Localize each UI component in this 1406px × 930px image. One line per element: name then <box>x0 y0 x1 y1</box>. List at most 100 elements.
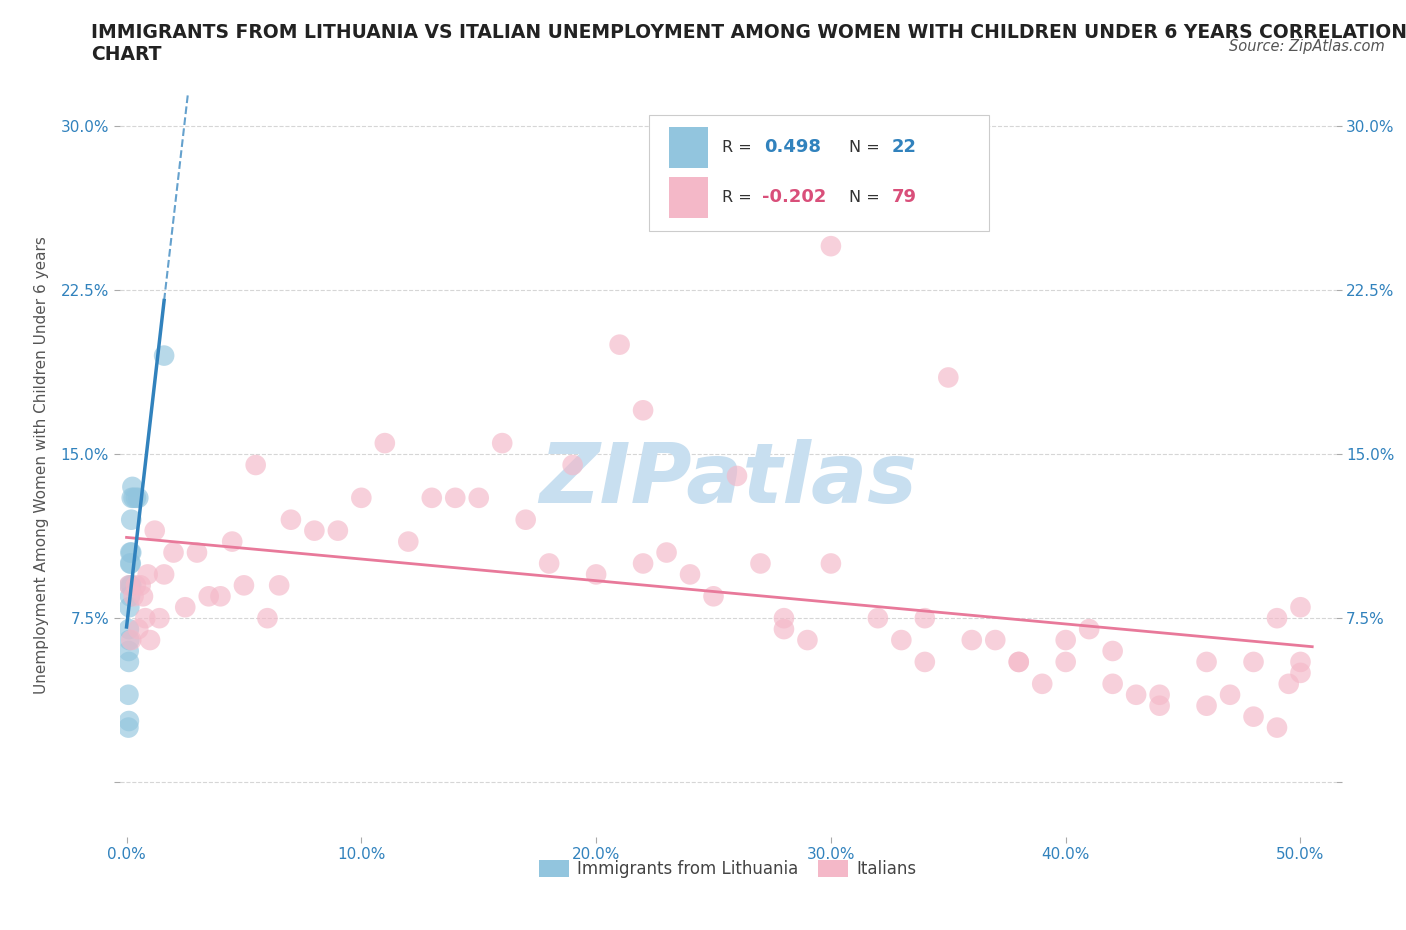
Point <box>1289 655 1312 670</box>
Point <box>984 632 1007 647</box>
Text: 79: 79 <box>891 188 917 206</box>
Point <box>1149 698 1171 713</box>
Point <box>118 578 141 592</box>
Text: -0.202: -0.202 <box>762 188 827 206</box>
Point <box>118 713 141 728</box>
Point <box>1101 676 1123 691</box>
Point <box>1265 611 1288 626</box>
Point <box>120 545 142 560</box>
Point <box>122 490 145 505</box>
Point <box>117 687 139 702</box>
Point <box>890 632 912 647</box>
Point <box>120 556 142 571</box>
FancyBboxPatch shape <box>648 115 988 231</box>
Point <box>467 490 489 505</box>
Text: CHART: CHART <box>91 45 162 63</box>
Point <box>1278 676 1301 691</box>
FancyBboxPatch shape <box>669 126 709 167</box>
Point <box>396 534 419 549</box>
Point <box>631 556 654 571</box>
Point <box>1101 644 1123 658</box>
Point <box>1195 655 1218 670</box>
Point <box>304 524 326 538</box>
Point <box>350 490 373 505</box>
Point <box>143 524 166 538</box>
Point <box>125 490 148 505</box>
Point <box>233 578 256 592</box>
Point <box>186 545 208 560</box>
Point <box>245 458 267 472</box>
Point <box>121 480 143 495</box>
Point <box>960 632 983 647</box>
Point <box>120 556 142 571</box>
Point <box>125 578 148 592</box>
Point <box>1265 720 1288 735</box>
Point <box>280 512 302 527</box>
Point <box>702 589 724 604</box>
Point <box>120 545 142 560</box>
Point <box>162 545 184 560</box>
Point <box>120 632 142 647</box>
Point <box>491 435 513 450</box>
Point <box>153 348 176 363</box>
Point <box>117 720 139 735</box>
Text: 0.498: 0.498 <box>763 139 821 156</box>
Point <box>631 403 654 418</box>
Point <box>1031 676 1053 691</box>
Point <box>1078 621 1101 636</box>
Point <box>1008 655 1031 670</box>
Y-axis label: Unemployment Among Women with Children Under 6 years: Unemployment Among Women with Children U… <box>35 236 49 694</box>
Point <box>118 655 141 670</box>
Point <box>866 611 889 626</box>
Point <box>153 567 176 582</box>
Point <box>121 490 143 505</box>
Point <box>420 490 443 505</box>
Point <box>197 589 219 604</box>
Point <box>515 512 537 527</box>
Point <box>749 556 772 571</box>
Point <box>326 524 349 538</box>
Point <box>914 611 936 626</box>
Point <box>269 578 291 592</box>
Point <box>256 611 278 626</box>
Point <box>118 644 141 658</box>
Point <box>773 611 796 626</box>
Point <box>1289 666 1312 681</box>
Text: 22: 22 <box>891 139 917 156</box>
Point <box>136 567 159 582</box>
Point <box>1054 655 1077 670</box>
Point <box>1243 710 1265 724</box>
Text: Source: ZipAtlas.com: Source: ZipAtlas.com <box>1229 39 1385 54</box>
Point <box>134 611 156 626</box>
Point <box>120 578 142 592</box>
Point <box>120 589 142 604</box>
Text: ZIPatlas: ZIPatlas <box>538 439 917 521</box>
Point <box>1008 655 1031 670</box>
Point <box>118 632 141 647</box>
Text: N =: N = <box>849 140 886 154</box>
Point <box>1219 687 1241 702</box>
Point <box>127 621 149 636</box>
Point <box>120 512 142 527</box>
Point <box>139 632 162 647</box>
Point <box>725 469 748 484</box>
Point <box>914 655 936 670</box>
Point <box>374 435 396 450</box>
Point <box>1195 698 1218 713</box>
Point <box>609 338 631 352</box>
Point <box>129 578 152 592</box>
Point <box>538 556 561 571</box>
Point <box>209 589 232 604</box>
Text: N =: N = <box>849 190 886 205</box>
Text: R =: R = <box>721 190 756 205</box>
Legend: Immigrants from Lithuania, Italians: Immigrants from Lithuania, Italians <box>531 853 924 884</box>
Point <box>679 567 702 582</box>
Point <box>118 621 141 636</box>
Point <box>1054 632 1077 647</box>
Point <box>820 239 842 254</box>
Point <box>118 600 141 615</box>
Point <box>118 578 141 592</box>
Text: IMMIGRANTS FROM LITHUANIA VS ITALIAN UNEMPLOYMENT AMONG WOMEN WITH CHILDREN UNDE: IMMIGRANTS FROM LITHUANIA VS ITALIAN UNE… <box>91 23 1406 42</box>
Point <box>221 534 243 549</box>
Point <box>1289 600 1312 615</box>
